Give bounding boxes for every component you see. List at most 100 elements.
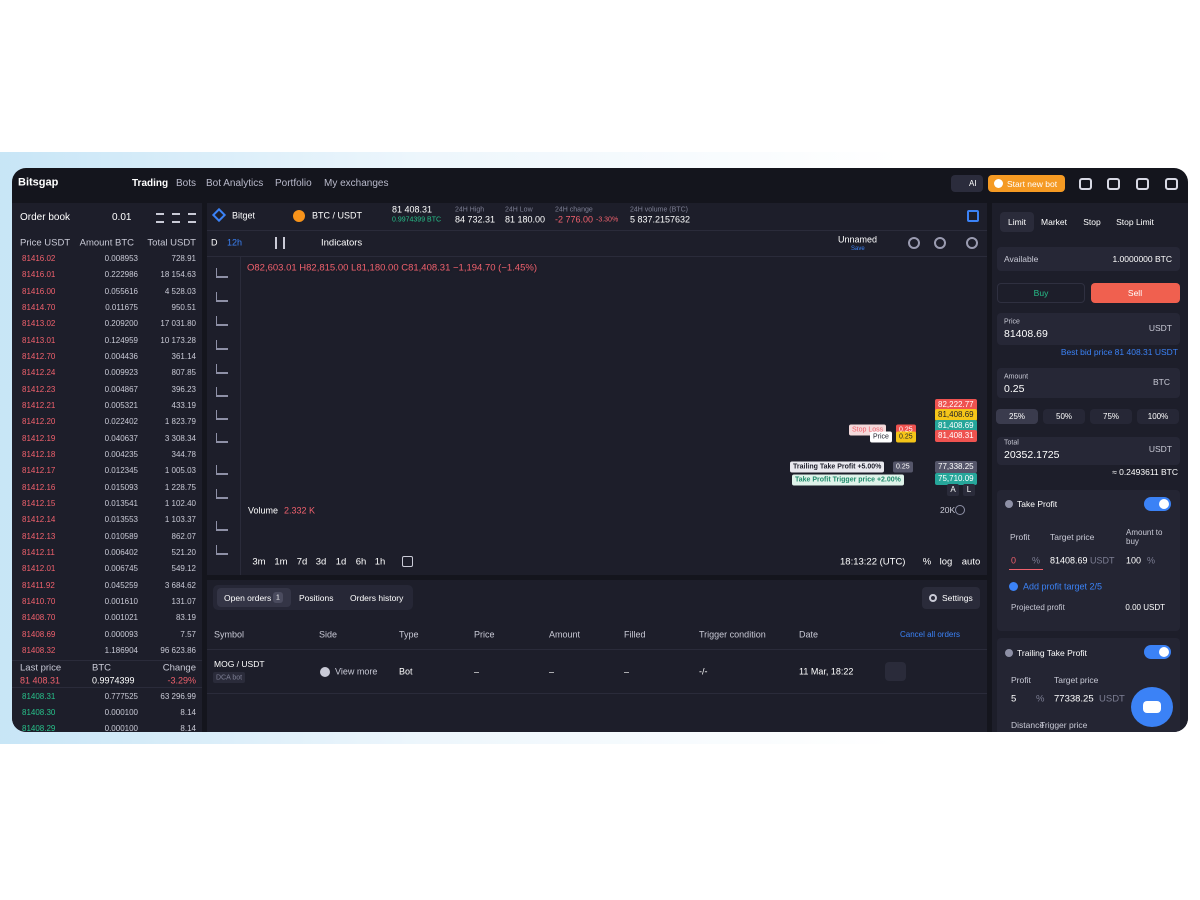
percent-label[interactable]: 50% xyxy=(1055,412,1073,421)
nav-link[interactable]: My exchanges xyxy=(324,178,389,189)
view-toggle[interactable] xyxy=(188,213,196,223)
view-toggle[interactable] xyxy=(172,213,180,223)
step-select[interactable]: 0.01 xyxy=(112,212,132,223)
nav-link[interactable]: Bots xyxy=(176,178,197,189)
order-type-tab[interactable]: Market xyxy=(1041,216,1067,227)
bid-price: 81408.29 xyxy=(22,724,56,733)
header-icon[interactable] xyxy=(1079,178,1092,190)
range-button[interactable]: 1h xyxy=(374,556,386,568)
range-button[interactable]: 7d xyxy=(296,556,308,568)
order-type-tab[interactable]: Stop Limit xyxy=(1116,216,1154,227)
input-field[interactable] xyxy=(997,368,1180,398)
ai-button[interactable] xyxy=(951,175,983,192)
drawing-tool[interactable] xyxy=(216,545,228,555)
percent-label[interactable]: 75% xyxy=(1102,412,1120,421)
percent-button[interactable] xyxy=(1090,409,1132,424)
order-type-tab[interactable]: Stop xyxy=(1083,216,1101,227)
header-icon[interactable] xyxy=(1165,178,1178,190)
drawing-tool[interactable] xyxy=(216,340,228,350)
cancel-all-button[interactable]: Cancel all orders xyxy=(900,630,961,639)
scale-option[interactable]: % xyxy=(922,556,932,568)
start-bot-label[interactable]: Start new bot xyxy=(1007,178,1058,189)
take-profit-input[interactable]: % xyxy=(1147,555,1156,566)
drawing-tool[interactable] xyxy=(216,410,228,420)
toolbar-icon[interactable] xyxy=(966,237,978,249)
scale-button[interactable] xyxy=(963,484,975,496)
drawing-tool[interactable] xyxy=(216,292,228,302)
ai-button-label[interactable]: AI xyxy=(969,179,977,188)
trailing-input[interactable]: 5 xyxy=(1011,693,1017,705)
take-profit-input[interactable]: USDT xyxy=(1090,555,1115,566)
tab[interactable]: Orders history xyxy=(350,592,404,603)
percent-label[interactable]: 25% xyxy=(1008,412,1026,421)
scale-option[interactable]: log xyxy=(939,556,953,568)
drawing-tool[interactable] xyxy=(216,364,228,374)
percent-button[interactable] xyxy=(996,409,1038,424)
trailing-input[interactable]: % xyxy=(1036,693,1045,705)
trailing-input[interactable]: USDT xyxy=(1099,693,1125,705)
input-field[interactable] xyxy=(997,437,1180,465)
active-tab[interactable] xyxy=(217,588,291,607)
range-button[interactable]: 3d xyxy=(315,556,327,568)
add-target-button[interactable]: Add profit target 2/5 xyxy=(1023,581,1103,592)
drawing-tool[interactable] xyxy=(216,387,228,397)
nav-link[interactable]: Trading xyxy=(132,178,169,189)
session-button[interactable]: D xyxy=(211,237,218,248)
header-icon[interactable] xyxy=(1136,178,1149,190)
interval-select[interactable]: 12h xyxy=(227,237,243,248)
chart-type-icon[interactable] xyxy=(275,237,285,249)
scale-button-label[interactable]: A xyxy=(950,485,956,494)
start-bot-button[interactable] xyxy=(988,175,1065,192)
save-button[interactable]: Save xyxy=(851,246,865,252)
view-more-button[interactable]: View more xyxy=(335,666,378,677)
layout-icon[interactable] xyxy=(967,210,979,222)
settings-icon[interactable] xyxy=(955,505,965,515)
take-profit-input[interactable]: 0 xyxy=(1011,555,1017,566)
active-tab[interactable] xyxy=(1000,212,1034,232)
take-profit-input[interactable]: 100 xyxy=(1126,555,1142,566)
drawing-tool[interactable] xyxy=(216,433,228,443)
take-profit-input[interactable]: 81408.69 xyxy=(1050,555,1088,566)
percent-label[interactable]: 100% xyxy=(1147,412,1169,421)
toolbar-icon[interactable] xyxy=(908,237,920,249)
exchange-select[interactable]: Bitget xyxy=(232,210,256,221)
sell-button[interactable] xyxy=(1091,283,1180,303)
lock-button[interactable] xyxy=(885,662,906,681)
settings-button[interactable] xyxy=(922,587,980,609)
nav-link[interactable]: Bot Analytics xyxy=(206,178,264,189)
sell-label[interactable]: Sell xyxy=(1127,287,1143,298)
drawing-tool[interactable] xyxy=(216,268,228,278)
trailing-input[interactable]: 77338.25 xyxy=(1054,693,1094,705)
toolbar-icon[interactable] xyxy=(934,237,946,249)
settings-label[interactable]: Settings xyxy=(942,592,973,603)
drawing-tool[interactable] xyxy=(216,465,228,475)
drawing-tool[interactable] xyxy=(216,521,228,531)
scale-option[interactable]: auto xyxy=(961,556,981,568)
tab[interactable]: Positions xyxy=(299,592,334,603)
range-button[interactable]: 3m xyxy=(252,556,266,568)
order-type-tab[interactable]: Limit xyxy=(1008,216,1026,227)
pair-select[interactable]: BTC / USDT xyxy=(312,210,363,221)
range-button[interactable]: 6h xyxy=(355,556,367,568)
input-field[interactable] xyxy=(997,313,1180,345)
best-bid-link[interactable]: Best bid price 81 408.31 USDT xyxy=(1060,346,1178,357)
percent-button[interactable] xyxy=(1137,409,1179,424)
scale-button-label[interactable]: L xyxy=(966,485,972,494)
layout-name[interactable]: Unnamed xyxy=(838,234,878,245)
percent-button[interactable] xyxy=(1043,409,1085,424)
range-button[interactable]: 1m xyxy=(274,556,288,568)
scale-button[interactable] xyxy=(947,484,959,496)
input-field[interactable] xyxy=(997,247,1180,271)
take-profit-input[interactable]: % xyxy=(1032,555,1041,566)
buy-label[interactable]: Buy xyxy=(1033,287,1049,298)
view-toggle[interactable] xyxy=(156,213,164,223)
header-icon[interactable] xyxy=(1107,178,1120,190)
tab[interactable]: Open orders xyxy=(224,592,272,603)
nav-link[interactable]: Portfolio xyxy=(275,178,312,189)
range-button[interactable]: 1d xyxy=(335,556,347,568)
buy-button[interactable] xyxy=(997,283,1085,303)
drawing-tool[interactable] xyxy=(216,316,228,326)
indicators-button[interactable]: Indicators xyxy=(321,237,363,249)
drawing-tool[interactable] xyxy=(216,489,228,499)
date-range-icon[interactable] xyxy=(402,556,413,567)
